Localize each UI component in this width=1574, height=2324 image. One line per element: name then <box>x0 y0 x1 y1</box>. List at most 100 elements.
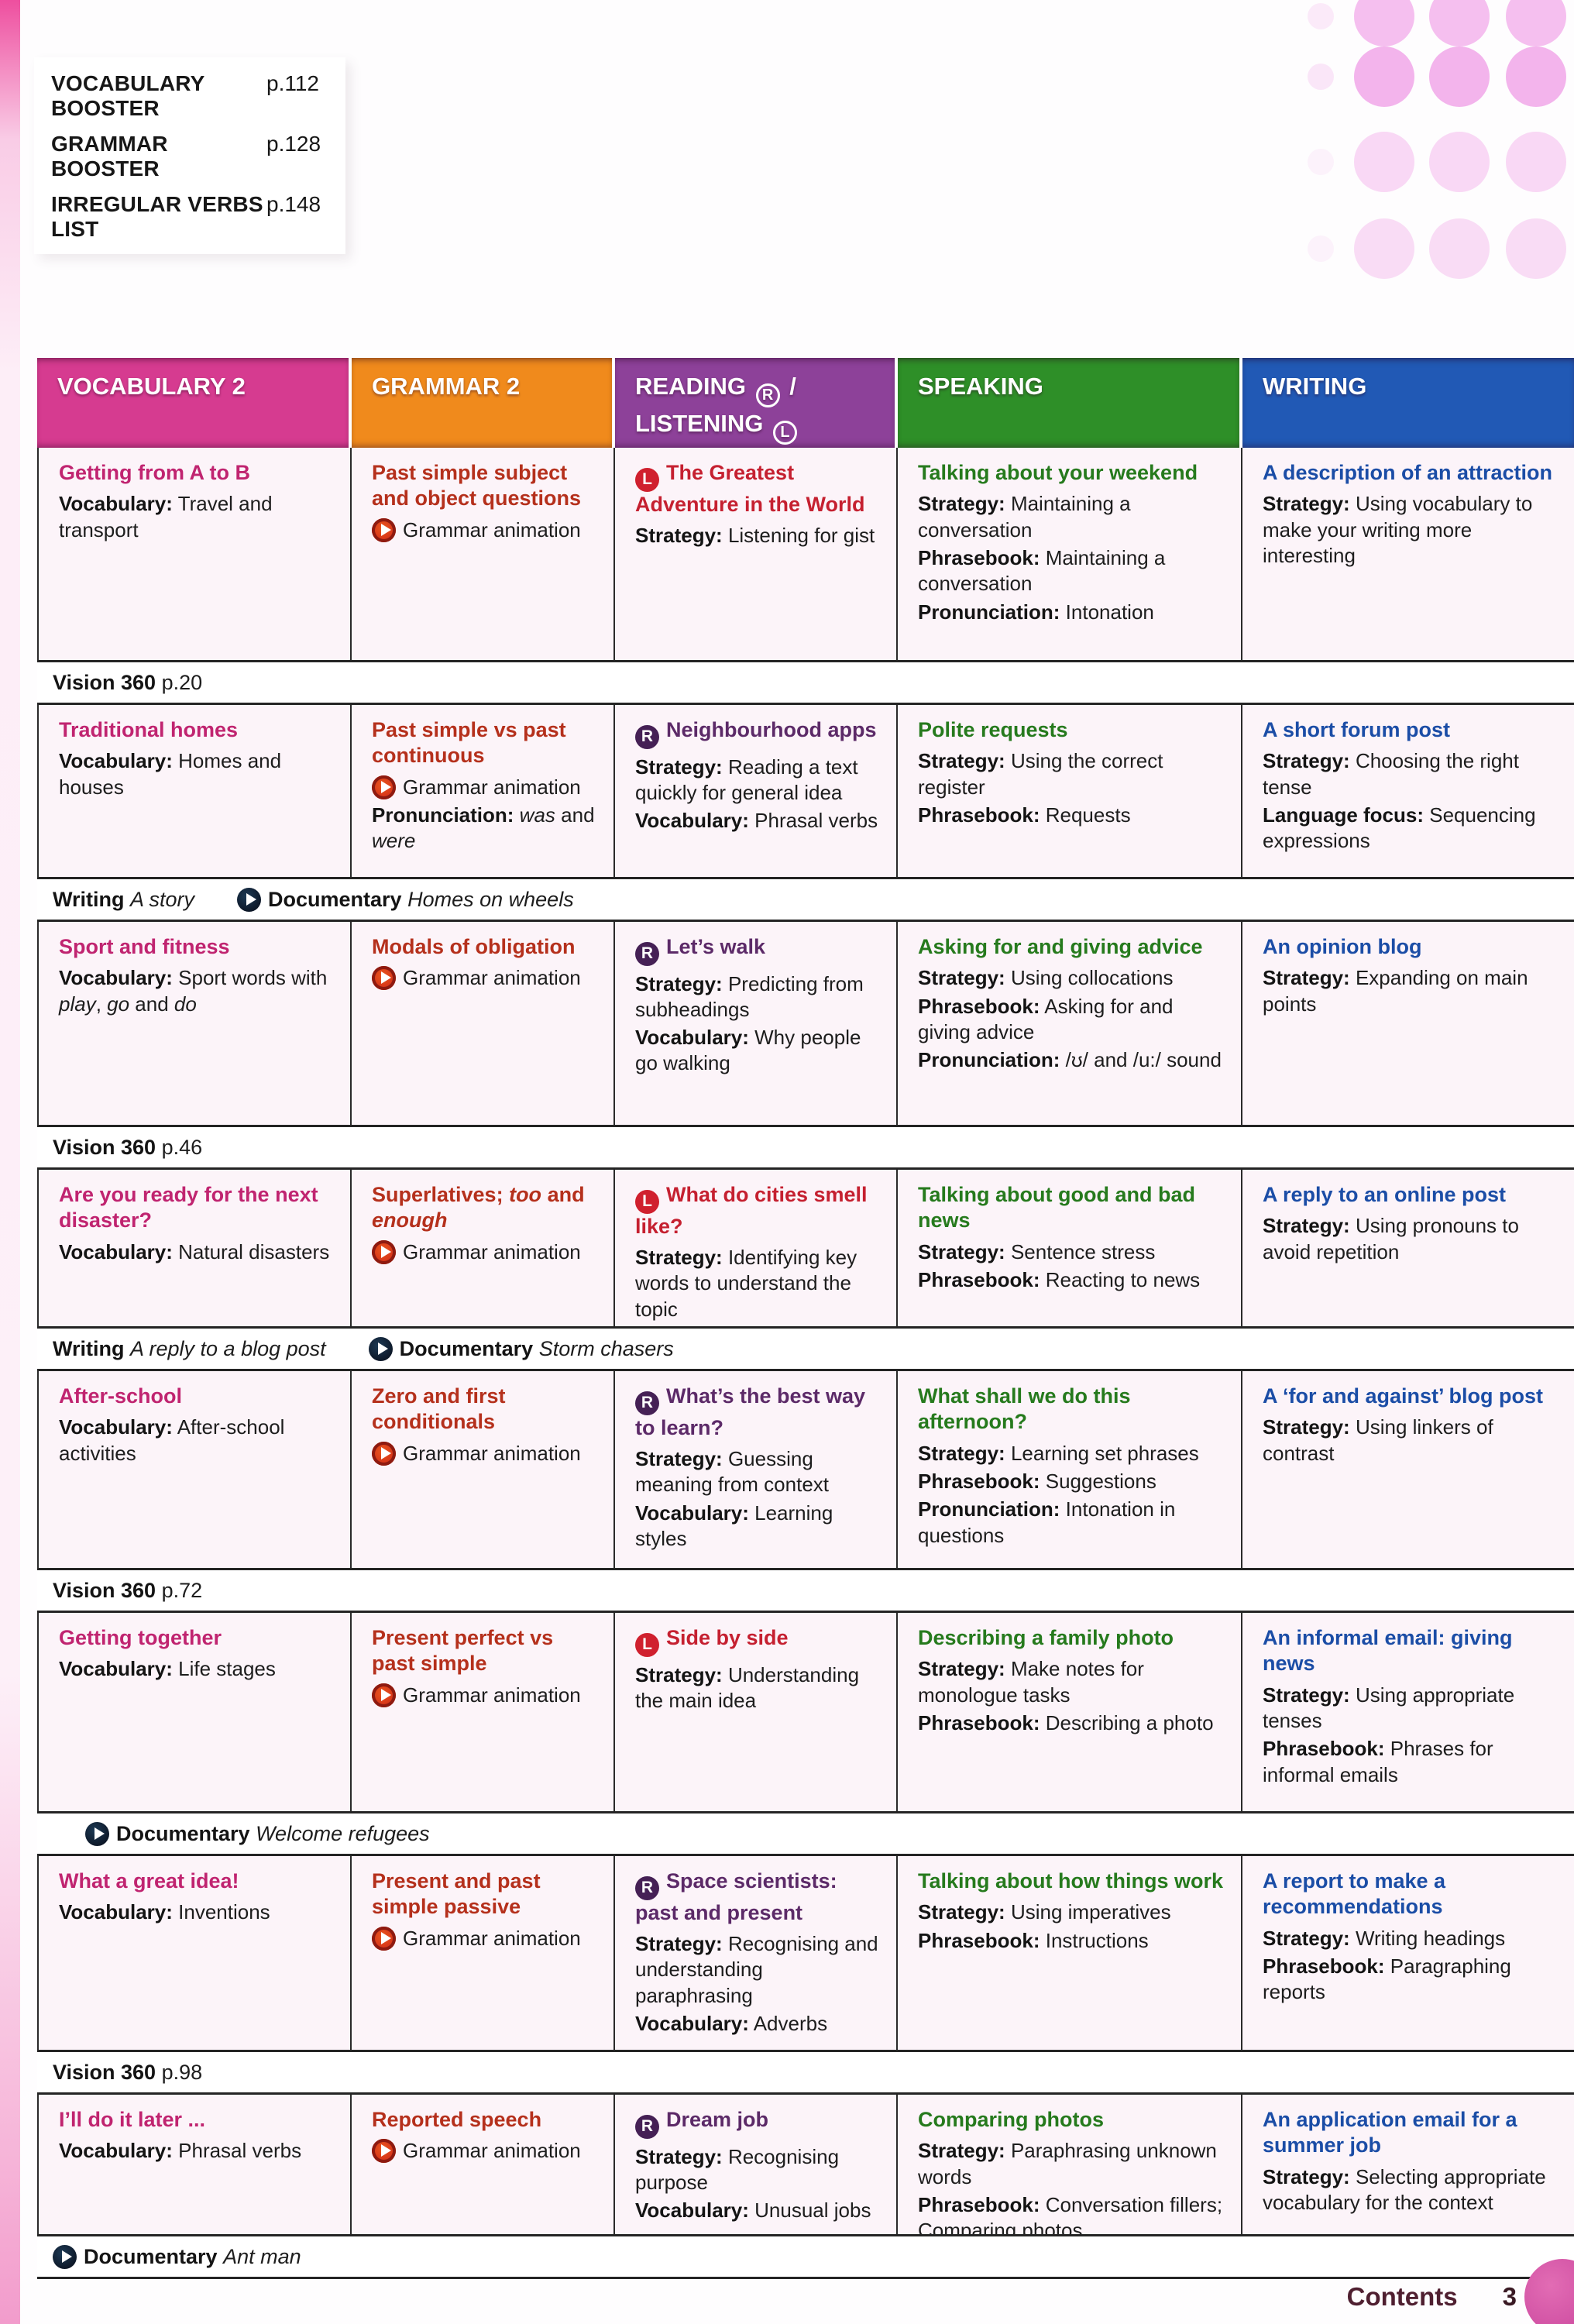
decor-dot <box>1506 46 1566 107</box>
detail-line: Vocabulary: Homes and houses <box>59 749 282 799</box>
footer-page-number: 3 <box>1502 2282 1517 2311</box>
unit-title: R What’s the best way to learn? <box>635 1384 866 1439</box>
unit-title: A reply to an online post <box>1263 1183 1507 1206</box>
decor-dot <box>1429 0 1490 46</box>
between-units-band: Vision 360 p.46 <box>37 1125 1574 1170</box>
decor-dot <box>1506 132 1566 192</box>
detail-line: Vocabulary: Life stages <box>59 1657 276 1681</box>
detail-line: Strategy: Paraphrasing unknown words <box>918 2139 1217 2188</box>
cell-reading_listening: L The Greatest Adventure in the World Stra… <box>613 448 896 660</box>
unit-title: Present perfect vs past simple <box>372 1626 554 1676</box>
unit-title: An informal email: giving news <box>1263 1626 1513 1676</box>
detail-line: Pronunciation: was and were <box>372 803 595 853</box>
listening-icon: L <box>772 421 797 445</box>
unit-title: Getting from A to B <box>59 461 250 484</box>
cell-reading_listening: R Space scientists: past and present Strat… <box>613 1856 896 2050</box>
cell-grammar: Past simple vs past continuous Grammar an… <box>350 705 613 877</box>
detail-line: Strategy: Using imperatives <box>918 1900 1171 1924</box>
unit-title: Talking about your weekend <box>918 461 1198 484</box>
play-icon <box>372 1239 396 1264</box>
reading-icon: R <box>635 2114 659 2139</box>
decor-dot <box>1308 3 1334 29</box>
unit-title: R Let’s walk <box>635 934 882 966</box>
detail-line: Vocabulary: Inventions <box>59 1900 270 1924</box>
unit-title: Sport and fitness <box>59 935 230 958</box>
detail-line: Strategy: Sentence stress <box>918 1239 1156 1263</box>
play-icon <box>372 517 396 542</box>
unit-title: Superlatives; too and enough <box>372 1183 585 1232</box>
unit-title: What a great idea! <box>59 1869 239 1893</box>
footer-label: Contents <box>1346 2282 1458 2311</box>
band-segment: Vision 360 p.46 <box>53 1135 203 1159</box>
listening-icon: L <box>635 1632 659 1657</box>
cell-vocabulary: Getting together Vocabulary: Life stages <box>39 1613 350 1811</box>
decor-dot <box>1354 132 1414 192</box>
cell-speaking: Talking about your weekend Strategy: Main… <box>896 448 1241 660</box>
detail-line: Strategy: Recognising purpose <box>635 2144 840 2194</box>
detail-line: Vocabulary: Phrasal verbs <box>635 809 878 833</box>
column-header-label: WRITING <box>1263 373 1367 400</box>
documentary-play-icon <box>368 1336 393 1361</box>
cell-writing: A report to make a recommendations Strate… <box>1241 1856 1574 2050</box>
between-units-band: Writing A reply to a blog post Documentar… <box>37 1326 1574 1371</box>
detail-line: Phrasebook: Reacting to news <box>918 1268 1201 1292</box>
detail-line: Phrasebook: Suggestions <box>918 1470 1156 1494</box>
detail-line: Strategy: Reading a text quickly for gen… <box>635 755 858 804</box>
cell-reading_listening: R Let’s walk Strategy: Predicting from sub… <box>613 922 896 1125</box>
unit-row: Sport and fitness Vocabulary: Sport words… <box>37 922 1574 1125</box>
unit-title: Reported speech <box>372 2108 542 2131</box>
cell-speaking: Comparing photos Strategy: Paraphrasing u… <box>896 2095 1241 2234</box>
booster-list: VOCABULARY BOOSTER p.112 GRAMMAR BOOSTER… <box>34 57 345 254</box>
detail-line: Phrasebook: Describing a photo <box>918 1711 1214 1734</box>
detail-line: Strategy: Using collocations <box>918 966 1174 990</box>
cell-writing: A reply to an online post Strategy: Using… <box>1241 1170 1574 1326</box>
detail-line: Strategy: Listening for gist <box>635 523 875 547</box>
band-segment: Documentary Homes on wheels <box>237 887 574 912</box>
play-icon <box>372 1441 396 1466</box>
band-segment: Documentary Ant man <box>53 2244 301 2269</box>
between-units-band: Documentary Welcome refugees <box>37 1811 1574 1856</box>
unit-title: Talking about how things work <box>918 1869 1223 1893</box>
contents-table: VOCABULARY 2 GRAMMAR 2 READING R / LISTENIN… <box>37 358 1574 2279</box>
unit-title: L The Greatest Adventure in the World <box>635 461 865 516</box>
detail-line: Strategy: Using vocabulary to make your … <box>1263 492 1533 567</box>
detail-line: Strategy: Maintaining a conversation <box>918 492 1131 541</box>
cell-grammar: Past simple subject and object questions… <box>350 448 613 660</box>
play-icon <box>372 775 396 799</box>
cell-speaking: Describing a family photo Strategy: Make … <box>896 1613 1241 1811</box>
booster-item: GRAMMAR BOOSTER p.128 <box>51 132 330 181</box>
detail-line: Vocabulary: Natural disasters <box>59 1239 330 1263</box>
unit-title: Traditional homes <box>59 718 239 741</box>
detail-line: Language focus: Sequencing expressions <box>1263 803 1536 853</box>
column-header-label: SPEAKING <box>918 373 1043 400</box>
unit-title: Asking for and giving advice <box>918 935 1203 958</box>
play-icon <box>372 2139 396 2164</box>
reading-icon: R <box>635 1391 659 1415</box>
detail-line: Phrasebook: Asking for and giving advice <box>918 994 1174 1043</box>
detail-line: Strategy: Using appropriate tenses <box>1263 1683 1515 1733</box>
band-segment: Vision 360 p.72 <box>53 1578 203 1602</box>
detail-line: Phrasebook: Instructions <box>918 1928 1149 1952</box>
column-header-reading_listening: READING R / LISTENING L <box>612 358 895 448</box>
table-header: VOCABULARY 2 GRAMMAR 2 READING R / LISTENIN… <box>37 358 1574 448</box>
grammar-animation-item: Grammar animation <box>372 965 600 991</box>
unit-title: A report to make a recommendations <box>1263 1869 1446 1919</box>
detail-line: Pronunciation: /ʊ/ and /u:/ sound <box>918 1048 1222 1072</box>
booster-item: VOCABULARY BOOSTER p.112 <box>51 71 330 121</box>
band-segment: Documentary Storm chasers <box>368 1336 674 1361</box>
cell-writing: An informal email: giving news Strategy: … <box>1241 1613 1574 1811</box>
detail-line: Strategy: Expanding on main points <box>1263 966 1528 1016</box>
column-header-writing: WRITING <box>1239 358 1574 448</box>
column-header-label: VOCABULARY 2 <box>57 373 246 400</box>
listening-icon: L <box>635 1189 659 1214</box>
grammar-animation-item: Grammar animation <box>372 1239 600 1265</box>
grammar-animation-item: Grammar animation <box>372 775 600 800</box>
unit-title: L What do cities smell like? <box>635 1183 868 1238</box>
between-units-band: Documentary Ant man <box>37 2234 1574 2279</box>
unit-row: After-school Vocabulary: After-school act… <box>37 1371 1574 1568</box>
between-units-band: Vision 360 p.98 <box>37 2050 1574 2095</box>
cell-grammar: Present and past simple passive Grammar a… <box>350 1856 613 2050</box>
cell-reading_listening: L What do cities smell like? Strategy: Ide… <box>613 1170 896 1326</box>
cell-writing: A short forum post Strategy: Choosing the… <box>1241 705 1574 877</box>
unit-title: Present and past simple passive <box>372 1869 541 1919</box>
